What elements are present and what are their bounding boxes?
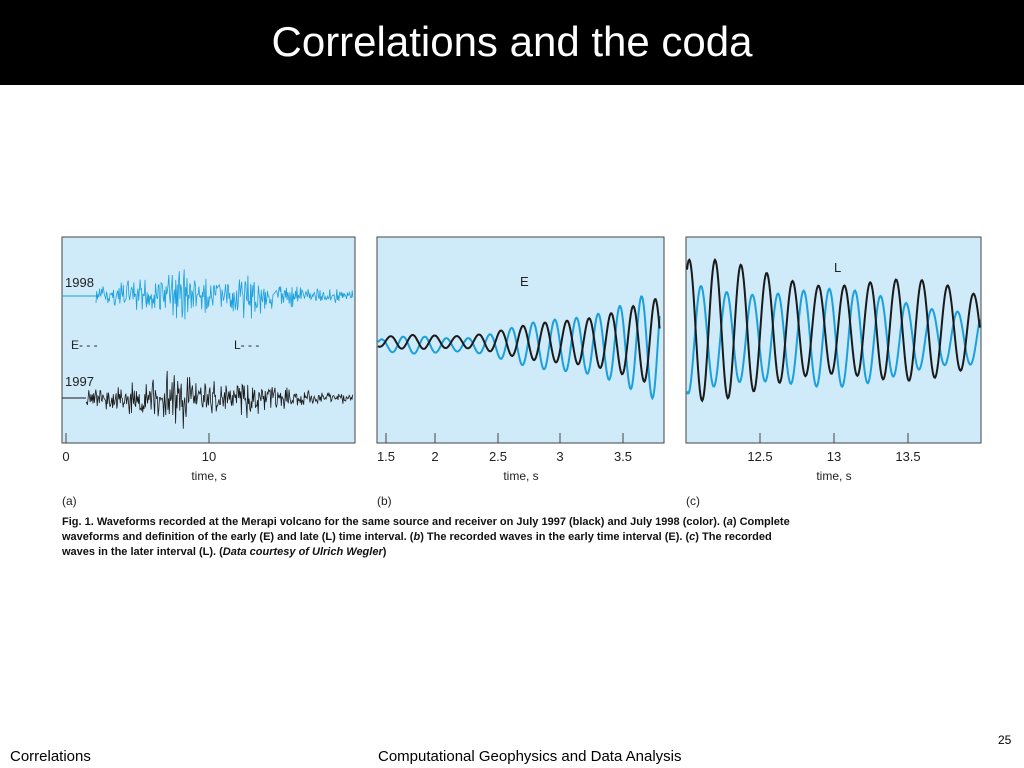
footer-left: Correlations: [10, 748, 91, 765]
panel-c-plot-area: [685, 236, 982, 444]
panel-c-series-1997-line: [686, 257, 981, 403]
panel-b-tick-label-3.5: 3.5: [614, 449, 632, 464]
figure-caption: Fig. 1. Waveforms recorded at the Merapi…: [62, 515, 802, 560]
caption-b: b: [413, 531, 421, 543]
panel-a-plot-area: [61, 236, 356, 444]
title-bar: Correlations and the coda: [0, 0, 1024, 85]
footer-center: Computational Geophysics and Data Analys…: [378, 748, 682, 765]
panel-a-xlabel: time, s: [191, 469, 226, 483]
panel-c-tick-label-13: 13: [827, 449, 841, 464]
panel-b-annotation-E: E: [520, 274, 529, 289]
panel-b-tick-label-2: 2: [431, 449, 438, 464]
panel-c: L 12.5 13 13.5 time, s (c): [685, 236, 982, 508]
caption-part-3: ) The recorded waves in the early time i…: [420, 531, 690, 543]
panel-b: E 1.5 2 2.5 3 3.5 time, s (b): [376, 236, 665, 508]
panel-a-legend-1997: 1997: [65, 374, 94, 389]
panel-b-series-1998-line: [377, 295, 661, 401]
panel-b-plot-area: [376, 236, 665, 444]
panel-c-xlabel: time, s: [816, 469, 851, 483]
caption-credit: Data courtesy of Ulrich Wegler: [222, 546, 383, 558]
caption-part-5: ): [382, 546, 387, 558]
panel-a-annotation-E: E- - -: [71, 338, 98, 352]
slide-title: Correlations and the coda: [271, 18, 753, 65]
panel-a-annotation-L: L- - -: [234, 338, 259, 352]
caption-part-4: ) The recorded waves in the later interv…: [62, 531, 772, 558]
panel-b-series-1997-line: [377, 298, 661, 384]
panel-a-label: (a): [62, 494, 77, 508]
caption-a: a: [726, 516, 733, 528]
page-number: 25: [998, 733, 1012, 747]
panel-b-tick-label-2.5: 2.5: [489, 449, 507, 464]
panel-a-tick-label-10: 10: [202, 449, 216, 464]
panel-a-series-1998-line: [95, 269, 354, 320]
panel-c-tick-label-13.5: 13.5: [895, 449, 920, 464]
panel-c-tick-label-12.5: 12.5: [747, 449, 772, 464]
panel-a-tick-label-0: 0: [62, 449, 69, 464]
panel-b-tick-label-1.5: 1.5: [377, 449, 395, 464]
caption-part-1: Fig. 1. Waveforms recorded at the Merapi…: [62, 516, 727, 528]
panel-b-xlabel: time, s: [503, 469, 538, 483]
caption-part-2: ) Complete waveforms and definition of t…: [62, 516, 790, 543]
panel-c-annotation-L: L: [834, 260, 841, 275]
panel-a-legend-1998: 1998: [65, 275, 94, 290]
caption-c: c: [689, 531, 696, 543]
panel-a-series-1997-line: [85, 370, 354, 429]
panel-c-label: (c): [686, 494, 700, 508]
panel-c-series-1998-line: [686, 285, 981, 395]
panel-b-tick-label-3: 3: [556, 449, 563, 464]
panel-b-label: (b): [377, 494, 392, 508]
panel-a: 1998 1997 E- - - L- - - 0 10 time, s (a): [61, 236, 356, 508]
